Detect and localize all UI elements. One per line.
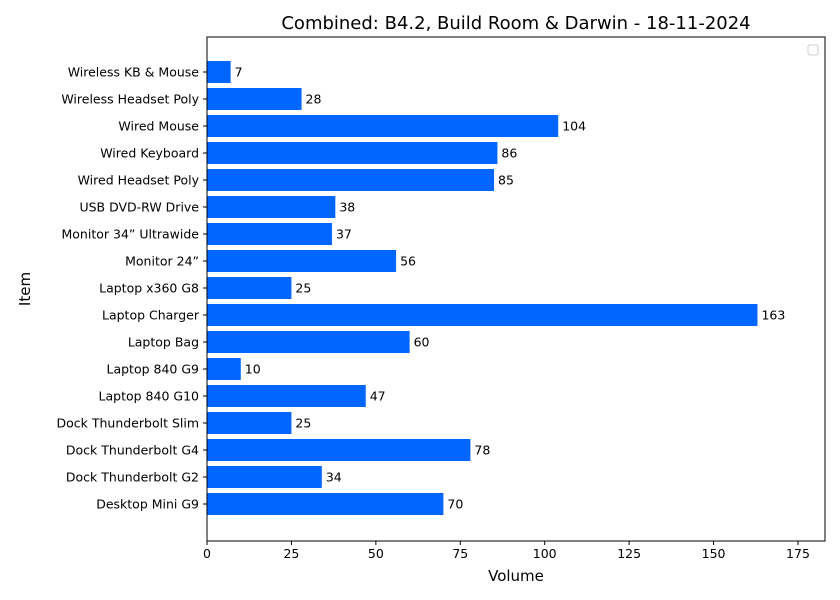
x-tick-label: 0 — [203, 546, 211, 561]
chart-title: Combined: B4.2, Build Room & Darwin - 18… — [281, 13, 750, 34]
x-tick-label: 25 — [283, 546, 299, 561]
bar — [207, 385, 366, 407]
bar — [207, 412, 292, 434]
y-tick-label: Dock Thunderbolt G2 — [66, 470, 199, 485]
y-tick-label: Monitor 34” Ultrawide — [62, 227, 200, 242]
ticks-layer: Desktop Mini G9 Dock Thunderbolt G2 Dock T… — [56, 65, 809, 562]
bar — [207, 61, 231, 83]
y-tick-label: Wireless Headset Poly — [61, 92, 199, 107]
y-tick-label: Wireless KB & Mouse — [68, 65, 200, 80]
y-tick-label: Laptop 840 G9 — [107, 362, 200, 377]
bar-value-label: 28 — [306, 92, 322, 107]
y-tick-label: Dock Thunderbolt Slim — [56, 416, 199, 431]
bar — [207, 115, 559, 137]
y-tick-label: Wired Headset Poly — [78, 173, 200, 188]
bar-value-label: 37 — [336, 227, 352, 242]
x-tick-label: 125 — [617, 546, 641, 561]
bar-value-label: 86 — [501, 146, 517, 161]
y-tick-label: Wired Keyboard — [100, 146, 199, 161]
bar-value-label: 85 — [498, 173, 514, 188]
bar — [207, 466, 322, 488]
bar — [207, 439, 471, 461]
y-tick-label: Wired Mouse — [118, 119, 199, 134]
y-tick-label: Laptop Charger — [102, 308, 200, 323]
x-tick-label: 150 — [702, 546, 726, 561]
bar — [207, 331, 410, 353]
bar — [207, 250, 397, 272]
y-tick-label: Monitor 24” — [125, 254, 199, 269]
bar-value-label: 56 — [400, 254, 416, 269]
bar-value-label: 47 — [370, 389, 386, 404]
y-tick-label: Desktop Mini G9 — [96, 497, 199, 512]
bar — [207, 142, 498, 164]
y-tick-label: USB DVD-RW Drive — [79, 200, 199, 215]
bar — [207, 88, 302, 110]
bar — [207, 493, 444, 515]
y-axis-label: Item — [16, 272, 34, 306]
x-tick-label: 75 — [452, 546, 468, 561]
bar — [207, 196, 336, 218]
bar-value-label: 38 — [339, 200, 355, 215]
y-tick-label: Laptop x360 G8 — [99, 281, 199, 296]
bar-value-label: 25 — [295, 416, 311, 431]
x-axis-label: Volume — [488, 567, 544, 585]
bar — [207, 358, 241, 380]
bar-value-label: 70 — [447, 497, 463, 512]
bar — [207, 277, 292, 299]
bar — [207, 169, 495, 191]
bar-value-label: 10 — [245, 362, 261, 377]
bar — [207, 304, 758, 326]
x-tick-label: 175 — [786, 546, 810, 561]
bars-layer: 70 34 78 25 47 10 60 163 25 56 37 38 85 86 104 28 7 — [207, 61, 785, 515]
legend-box — [807, 44, 819, 56]
y-tick-label: Dock Thunderbolt G4 — [66, 443, 199, 458]
bar-value-label: 60 — [414, 335, 430, 350]
bar-value-label: 163 — [761, 308, 785, 323]
bar-value-label: 7 — [235, 65, 243, 80]
bar-value-label: 78 — [474, 443, 490, 458]
bar-value-label: 25 — [295, 281, 311, 296]
y-tick-label: Laptop 840 G10 — [99, 389, 199, 404]
bar-value-label: 104 — [562, 119, 586, 134]
plot-frame — [206, 36, 826, 542]
bar — [207, 223, 332, 245]
bar-value-label: 34 — [326, 470, 342, 485]
x-tick-label: 50 — [368, 546, 384, 561]
x-tick-label: 100 — [533, 546, 557, 561]
y-tick-label: Laptop Bag — [128, 335, 199, 350]
